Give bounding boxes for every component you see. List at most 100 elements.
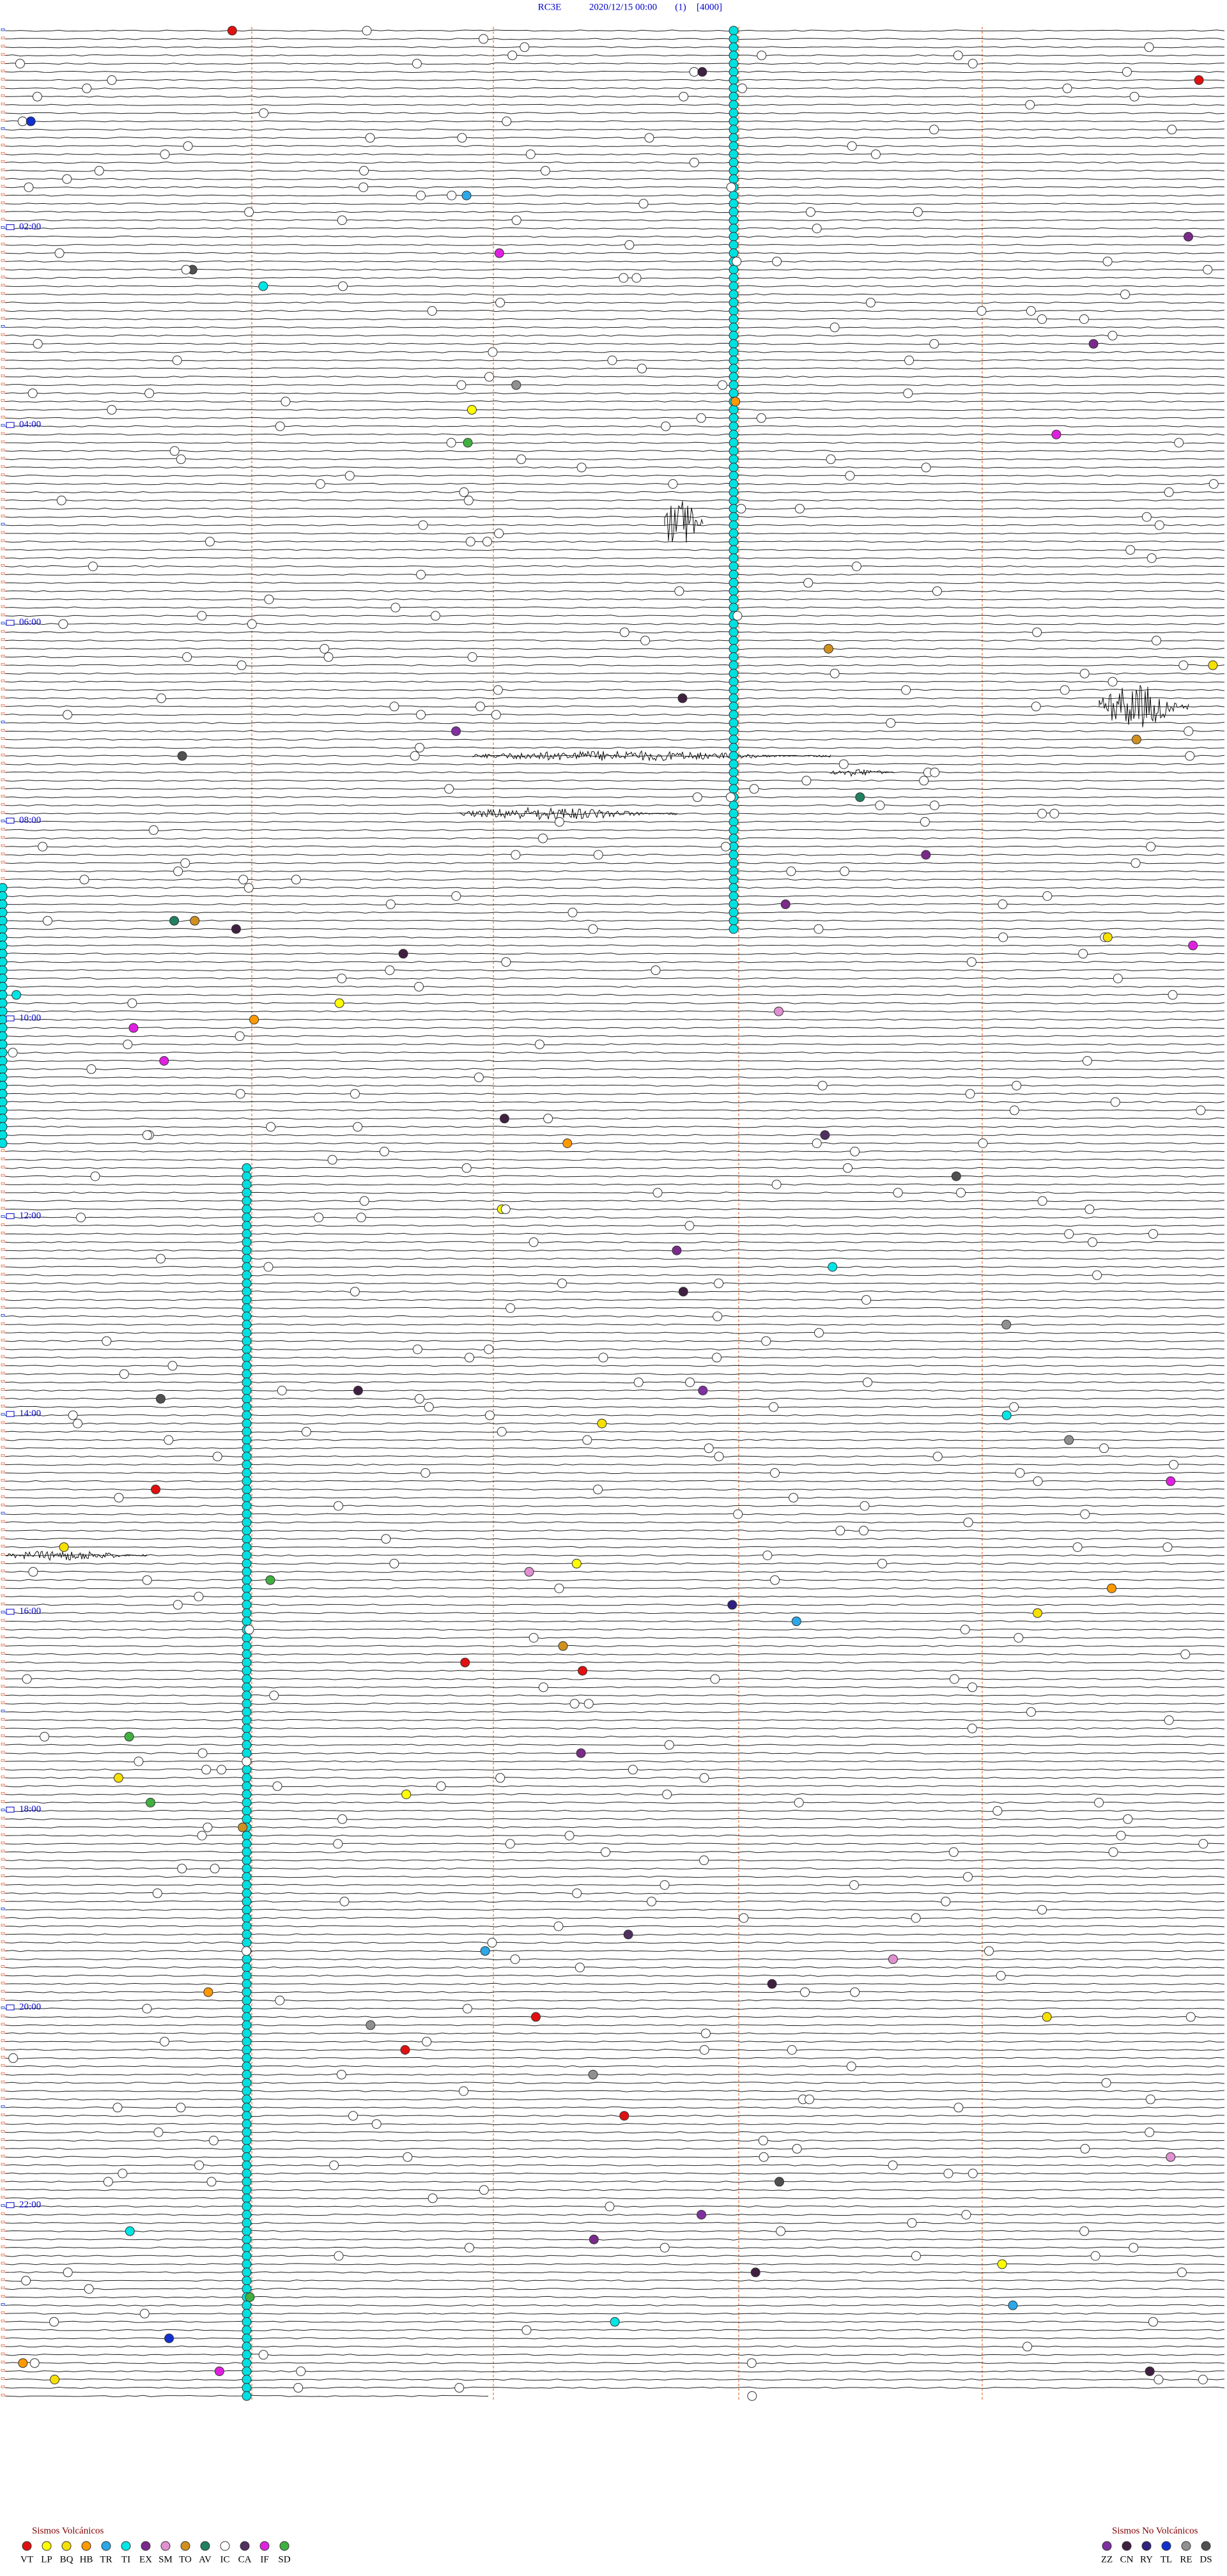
event-marker	[767, 1979, 777, 1989]
trace	[4, 1785, 1225, 1788]
event-marker	[194, 2160, 204, 2170]
trace	[4, 1109, 1225, 1112]
row-tick	[1, 2303, 5, 2306]
event-marker	[870, 150, 881, 159]
trace	[4, 1463, 1225, 1466]
scale: [4000]	[697, 2, 722, 12]
event-marker	[18, 2358, 28, 2368]
event-marker	[169, 446, 180, 456]
event-marker	[242, 2234, 252, 2244]
event-marker	[1101, 2078, 1111, 2088]
row-tick	[1, 506, 5, 509]
row-tick	[1, 1512, 5, 1515]
event-marker	[242, 2004, 252, 2014]
event-marker	[242, 2128, 252, 2137]
event-marker	[1049, 809, 1060, 818]
trace	[4, 623, 1225, 625]
trace	[4, 1331, 1225, 1334]
trace	[4, 1777, 1225, 1779]
event-marker	[242, 1492, 252, 1503]
event-marker	[729, 190, 739, 201]
event-marker	[494, 528, 504, 539]
event-marker	[103, 2177, 113, 2187]
trace	[5, 969, 1225, 972]
event-marker	[543, 1114, 553, 1124]
legend-swatch	[180, 2541, 190, 2551]
row-tick	[1, 465, 5, 468]
row-tick	[1, 374, 5, 378]
row-tick	[1, 861, 5, 864]
event-marker	[500, 1204, 511, 1215]
row-tick	[1, 259, 5, 262]
event-marker	[704, 1443, 714, 1453]
trace	[4, 1373, 1225, 1376]
event-marker	[146, 1798, 156, 1807]
trace	[4, 2271, 1225, 2274]
row-tick	[1, 2369, 5, 2372]
event-marker	[729, 289, 739, 300]
trace	[4, 1950, 1224, 1952]
event-marker	[605, 2202, 615, 2212]
row-tick	[1, 2130, 5, 2133]
trace	[4, 697, 1225, 700]
event-marker	[967, 1723, 977, 1733]
trace	[4, 2345, 1225, 2348]
event-marker	[389, 1558, 399, 1568]
row-tick	[1, 1281, 5, 1284]
event-marker	[242, 1954, 252, 1965]
event-marker	[24, 182, 34, 192]
trace	[4, 2246, 1225, 2249]
row-tick	[1, 1355, 5, 1358]
event-marker	[672, 1245, 682, 1255]
trace	[4, 2048, 1225, 2051]
event-marker	[774, 2177, 784, 2187]
event-marker	[689, 157, 699, 167]
event-marker	[812, 224, 822, 234]
event-marker	[1032, 627, 1042, 638]
trace	[4, 235, 1225, 238]
event-marker	[770, 1575, 780, 1585]
trace	[4, 1010, 1225, 1013]
event-marker	[929, 801, 939, 811]
event-marker	[243, 883, 254, 893]
event-marker	[1108, 1847, 1118, 1857]
event-marker	[21, 2276, 31, 2286]
event-marker	[729, 487, 739, 497]
event-marker	[0, 1048, 8, 1058]
event-marker	[242, 2358, 252, 2368]
event-marker	[511, 380, 521, 390]
event-marker	[932, 586, 942, 596]
event-marker	[911, 1913, 921, 1923]
trace	[4, 565, 1225, 568]
event-marker	[953, 2103, 964, 2113]
event-marker	[1146, 841, 1156, 852]
event-marker	[176, 454, 186, 464]
event-marker	[242, 1608, 252, 1618]
event-marker	[203, 1987, 213, 1997]
event-marker	[729, 207, 739, 217]
event-marker	[628, 1765, 638, 1775]
event-marker	[210, 1864, 220, 1874]
event-marker	[984, 1946, 994, 1956]
trace	[4, 351, 1225, 353]
row-tick	[1, 94, 5, 97]
event-marker	[421, 1468, 431, 1478]
event-marker	[0, 1064, 8, 1074]
row-tick	[1, 2287, 5, 2290]
row-tick	[1, 1569, 5, 1572]
row-tick	[1, 489, 5, 493]
legend-code: TR	[100, 2554, 112, 2564]
row-tick	[1, 2385, 5, 2388]
event-marker	[333, 1839, 343, 1849]
event-marker	[242, 1427, 252, 1437]
trace	[4, 556, 1225, 560]
event-marker	[461, 190, 472, 201]
event-marker	[242, 1468, 252, 1478]
row-tick	[1, 1537, 5, 1540]
trace	[4, 721, 1225, 724]
trace	[4, 1538, 1225, 1540]
trace	[4, 878, 1225, 881]
row-tick	[1, 877, 5, 880]
trace	[4, 1117, 1225, 1120]
event-marker	[242, 1377, 252, 1388]
